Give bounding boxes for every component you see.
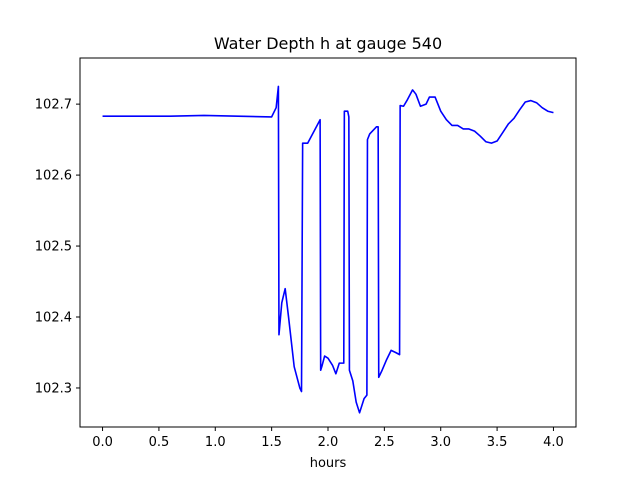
- x-tick-label: 3.0: [430, 435, 451, 450]
- x-tick-label: 0.5: [149, 435, 170, 450]
- x-tick-label: 0.0: [92, 435, 113, 450]
- x-tick-label: 3.5: [487, 435, 508, 450]
- x-axis-label: hours: [310, 456, 347, 471]
- x-tick-label: 4.0: [543, 435, 564, 450]
- y-tick-label: 102.6: [35, 169, 72, 184]
- y-tick-label: 102.5: [35, 240, 72, 255]
- y-axis: 102.3 102.4 102.5 102.6 102.7: [35, 98, 80, 396]
- x-tick-label: 2.0: [318, 435, 339, 450]
- y-tick-label: 102.7: [35, 98, 72, 113]
- series-line: [102, 85, 554, 414]
- plot-layer: [102, 85, 554, 414]
- y-tick-label: 102.4: [35, 311, 72, 326]
- x-tick-label: 2.5: [374, 435, 395, 450]
- x-tick-label: 1.5: [261, 435, 282, 450]
- x-axis: 0.0 0.5 1.0 1.5 2.0 2.5 3.0 3.5 4.0: [92, 427, 564, 450]
- y-tick-label: 102.3: [35, 381, 72, 396]
- x-tick-label: 1.0: [205, 435, 226, 450]
- chart-title: Water Depth h at gauge 540: [214, 34, 442, 53]
